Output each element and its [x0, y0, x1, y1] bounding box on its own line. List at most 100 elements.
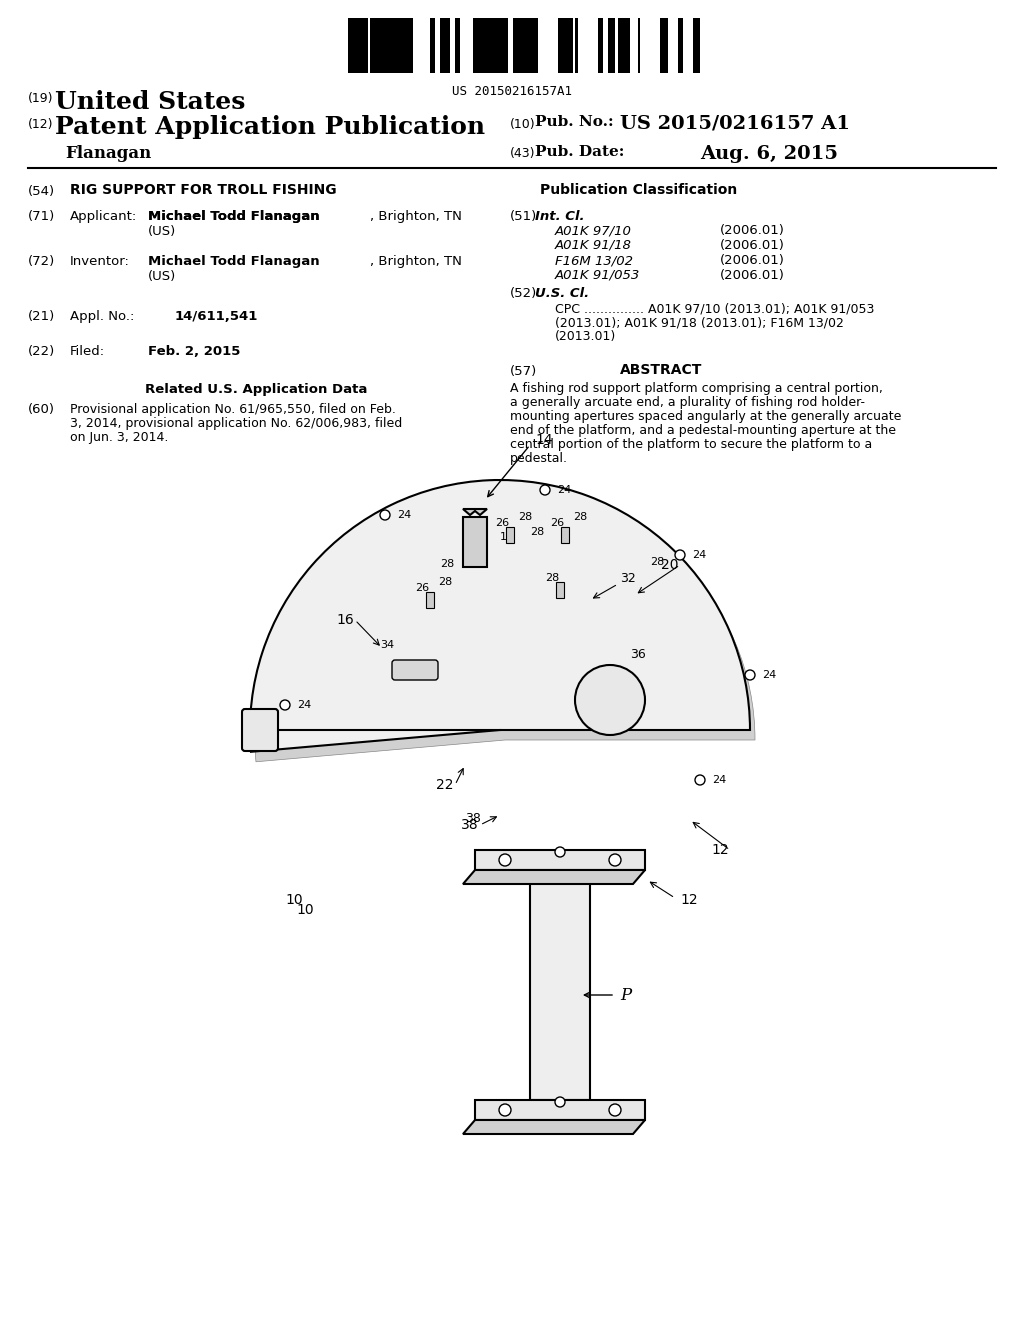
- Text: (60): (60): [28, 403, 55, 416]
- Text: Michael Todd Flanagan: Michael Todd Flanagan: [148, 255, 319, 268]
- Bar: [472, 18, 480, 73]
- Bar: [548, 18, 555, 73]
- Text: 28: 28: [650, 557, 665, 568]
- Bar: [660, 18, 663, 73]
- Bar: [350, 18, 357, 73]
- Bar: [440, 18, 445, 73]
- Bar: [623, 18, 630, 73]
- Circle shape: [499, 854, 511, 866]
- Text: 12: 12: [680, 894, 697, 907]
- Text: (51): (51): [510, 210, 538, 223]
- Text: (12): (12): [28, 117, 53, 131]
- Text: 34: 34: [380, 640, 394, 649]
- Text: (2006.01): (2006.01): [720, 269, 784, 282]
- Circle shape: [555, 847, 565, 857]
- Text: US 2015/0216157 A1: US 2015/0216157 A1: [620, 115, 850, 133]
- Bar: [430, 18, 435, 73]
- Bar: [435, 18, 440, 73]
- Text: United States: United States: [55, 90, 246, 114]
- Text: 28: 28: [438, 577, 453, 587]
- Bar: [673, 18, 678, 73]
- Bar: [575, 18, 578, 73]
- Text: 24: 24: [557, 484, 571, 495]
- Bar: [525, 18, 530, 73]
- Bar: [470, 18, 472, 73]
- Bar: [578, 18, 585, 73]
- Bar: [495, 18, 500, 73]
- Text: (2006.01): (2006.01): [720, 253, 784, 267]
- Text: on Jun. 3, 2014.: on Jun. 3, 2014.: [70, 432, 168, 444]
- Polygon shape: [463, 510, 487, 515]
- Bar: [370, 18, 378, 73]
- Bar: [413, 18, 415, 73]
- Text: (21): (21): [28, 310, 55, 323]
- Bar: [426, 591, 434, 609]
- Text: Filed:: Filed:: [70, 345, 105, 358]
- Bar: [647, 18, 655, 73]
- Text: Publication Classification: Publication Classification: [540, 183, 737, 197]
- Text: Feb. 2, 2015: Feb. 2, 2015: [148, 345, 241, 358]
- Bar: [663, 18, 668, 73]
- Text: Michael Todd Flanagan: Michael Todd Flanagan: [148, 210, 319, 223]
- Wedge shape: [250, 480, 750, 752]
- Text: 22: 22: [436, 777, 454, 792]
- Bar: [530, 18, 538, 73]
- Text: 3, 2014, provisional application No. 62/006,983, filed: 3, 2014, provisional application No. 62/…: [70, 417, 402, 430]
- Bar: [347, 18, 350, 73]
- Bar: [590, 18, 593, 73]
- Bar: [655, 18, 660, 73]
- Bar: [565, 18, 572, 73]
- Text: 38: 38: [461, 818, 479, 832]
- Text: mounting apertures spaced angularly at the generally arcuate: mounting apertures spaced angularly at t…: [510, 411, 901, 422]
- Bar: [357, 18, 365, 73]
- Bar: [383, 18, 390, 73]
- Bar: [593, 18, 597, 73]
- Text: Aug. 6, 2015: Aug. 6, 2015: [700, 145, 838, 162]
- Circle shape: [675, 550, 685, 560]
- Bar: [378, 18, 383, 73]
- Bar: [506, 527, 514, 543]
- Text: CPC ............... A01K 97/10 (2013.01); A01K 91/053: CPC ............... A01K 97/10 (2013.01)…: [555, 302, 874, 315]
- Text: a generally arcuate end, a plurality of fishing rod holder-: a generally arcuate end, a plurality of …: [510, 396, 865, 409]
- Bar: [517, 18, 525, 73]
- Text: end of the platform, and a pedestal-mounting aperture at the: end of the platform, and a pedestal-moun…: [510, 424, 896, 437]
- Bar: [557, 18, 565, 73]
- Text: (57): (57): [510, 366, 538, 378]
- Bar: [406, 18, 413, 73]
- Bar: [423, 18, 427, 73]
- Bar: [530, 870, 590, 1100]
- Text: P: P: [620, 986, 631, 1003]
- Bar: [427, 18, 430, 73]
- Circle shape: [609, 1104, 621, 1115]
- Circle shape: [499, 1104, 511, 1115]
- FancyBboxPatch shape: [392, 660, 438, 680]
- Text: 12: 12: [712, 843, 729, 857]
- Text: 14/611,541: 14/611,541: [175, 310, 258, 323]
- Text: (2013.01); A01K 91/18 (2013.01); F16M 13/02: (2013.01); A01K 91/18 (2013.01); F16M 13…: [555, 315, 844, 329]
- Text: , Brighton, TN: , Brighton, TN: [370, 210, 462, 223]
- Text: F16M 13/02: F16M 13/02: [555, 253, 633, 267]
- Text: U.S. Cl.: U.S. Cl.: [535, 286, 589, 300]
- Text: central portion of the platform to secure the platform to a: central portion of the platform to secur…: [510, 438, 872, 451]
- Bar: [585, 18, 590, 73]
- Text: (2013.01): (2013.01): [555, 330, 616, 343]
- Bar: [692, 18, 697, 73]
- Text: ABSTRACT: ABSTRACT: [620, 363, 702, 378]
- Bar: [607, 18, 610, 73]
- Text: 26: 26: [550, 517, 564, 528]
- Bar: [368, 18, 370, 73]
- Text: Inventor:: Inventor:: [70, 255, 130, 268]
- Bar: [668, 18, 673, 73]
- Bar: [500, 18, 508, 73]
- Bar: [678, 18, 683, 73]
- Circle shape: [555, 1097, 565, 1107]
- Text: 24: 24: [692, 550, 707, 560]
- Bar: [561, 527, 569, 543]
- Text: (US): (US): [148, 224, 176, 238]
- Text: Pub. Date:: Pub. Date:: [535, 145, 625, 158]
- Circle shape: [745, 671, 755, 680]
- Text: A fishing rod support platform comprising a central portion,: A fishing rod support platform comprisin…: [510, 381, 883, 395]
- Text: Pub. No.:: Pub. No.:: [535, 115, 613, 129]
- Bar: [450, 18, 453, 73]
- Bar: [615, 18, 617, 73]
